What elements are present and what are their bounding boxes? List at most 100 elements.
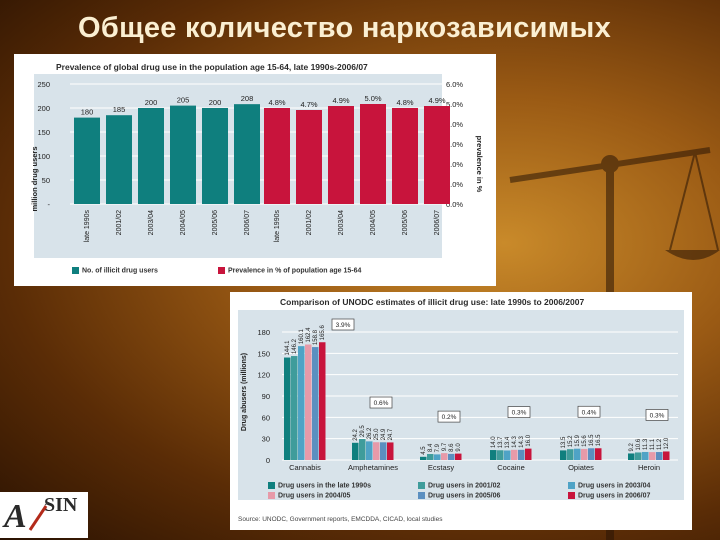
- y-tick-label-right: 6.0%: [446, 80, 463, 89]
- y-tick-label: 90: [262, 392, 270, 401]
- data-label-users: 200: [209, 98, 222, 107]
- syringe-icon: [28, 502, 50, 531]
- chart-title: Comparison of UNODC estimates of illicit…: [280, 297, 585, 307]
- legend-item: Drug users in 2001/02: [418, 482, 500, 489]
- data-label: 24.2: [353, 428, 359, 440]
- x-tick-label: 2003/04: [148, 210, 155, 235]
- data-label-users: 185: [113, 105, 126, 114]
- y-tick-label: 0: [266, 456, 270, 465]
- bar-cocaine: [497, 450, 504, 460]
- data-label: 16.5: [596, 434, 602, 446]
- data-label-users: 205: [177, 96, 190, 105]
- bar-amphetamines: [366, 441, 373, 460]
- data-label: 165.6: [320, 325, 326, 341]
- bar-cocaine: [525, 448, 532, 460]
- bar-heroin: [663, 451, 670, 460]
- logo-word: SIN: [44, 494, 78, 516]
- data-label: 11.2: [657, 438, 663, 450]
- y-tick-label-right: 1.0%: [446, 180, 463, 189]
- legend: Drug users in the late 1990s Drug users i…: [268, 482, 688, 512]
- data-label: 7.9: [435, 443, 441, 452]
- y-tick-label: 120: [257, 371, 270, 380]
- x-tick-label: 2001/02: [116, 210, 123, 235]
- data-label: 14.0: [491, 436, 497, 448]
- bar-heroin: [635, 452, 642, 460]
- slide-title: Общее количество наркозависимых: [78, 12, 611, 44]
- data-label-users: 180: [81, 108, 94, 117]
- y-axis-label-right: prevalence in %: [475, 136, 484, 193]
- y-axis-label: Drug abusers (millions): [241, 353, 248, 431]
- bar-chart-comparison: Drug abusers (millions) 180 150 120 90 60 30 0…: [241, 318, 678, 472]
- x-tick-label: late 1990s: [84, 210, 91, 243]
- legend-item-users: No. of illicit drug users: [72, 267, 158, 274]
- bar-users: [202, 108, 228, 204]
- bar-heroin: [628, 453, 635, 460]
- x-tick-label: 2003/04: [338, 210, 345, 235]
- data-label-prevalence: 4.9%: [332, 96, 349, 105]
- y-tick-label: 150: [257, 349, 270, 358]
- y-tick-label-right: 5.0%: [446, 100, 463, 109]
- bar-cocaine: [511, 449, 518, 460]
- data-label: 16.0: [526, 434, 532, 446]
- data-label: 24.7: [388, 428, 394, 440]
- data-label-users: 200: [145, 98, 158, 107]
- bar-users: [170, 105, 196, 204]
- bar-opiates: [560, 450, 567, 460]
- bar-ecstasy: [427, 454, 434, 460]
- legend-item-prevalence: Prevalence in % of population age 15-64: [218, 267, 361, 274]
- y-tick-label: 60: [262, 413, 270, 422]
- bar-heroin: [649, 452, 656, 460]
- data-label: 12.0: [664, 437, 670, 449]
- bar-opiates: [567, 449, 574, 460]
- note-box: [437, 410, 461, 423]
- note-value: 3.9%: [336, 322, 351, 329]
- legend-item: Drug users in the late 1990s: [268, 482, 371, 489]
- chart-panel-global-prevalence: Prevalence of global drug use in the pop…: [14, 54, 496, 286]
- x-tick-label: Ecstasy: [428, 463, 455, 472]
- data-label: 29.5: [360, 425, 366, 437]
- legend-item: Drug users in 2003/04: [568, 482, 650, 489]
- data-label-prevalence: 4.9%: [428, 96, 445, 105]
- note-value: 0.4%: [582, 409, 597, 416]
- data-label: 13.5: [561, 436, 567, 448]
- bar-cocaine: [518, 449, 525, 460]
- bar-chart-global: million drug users prevalence in % 250 20…: [30, 80, 484, 243]
- data-label: 4.5: [421, 446, 427, 455]
- x-tick-label: Amphetamines: [348, 463, 398, 472]
- bar-heroin: [656, 452, 663, 460]
- data-label: 144.1: [285, 340, 291, 356]
- data-label: 24.9: [381, 428, 387, 440]
- bar-opiates: [588, 448, 595, 460]
- data-label: 11.3: [643, 438, 649, 450]
- y-axis-label-left: million drug users: [30, 146, 39, 211]
- note-value: 0.3%: [512, 410, 527, 417]
- bar-prevalence: [392, 108, 418, 204]
- chart-title: Prevalence of global drug use in the pop…: [56, 62, 368, 72]
- data-label: 26.2: [367, 427, 373, 439]
- y-tick-label: 30: [262, 435, 270, 444]
- bar-amphetamines: [380, 442, 387, 460]
- bar-opiates: [595, 448, 602, 460]
- bar-users: [106, 115, 132, 204]
- bar-opiates: [574, 448, 581, 460]
- y-tick-label: 180: [257, 328, 270, 337]
- data-label: 9.2: [629, 442, 635, 451]
- note-box: [507, 406, 531, 418]
- data-label-prevalence: 4.7%: [300, 100, 317, 109]
- y-tick-label-left: 100: [37, 152, 50, 161]
- x-tick-label: Opiates: [568, 463, 594, 472]
- x-tick-label: late 1990s: [274, 210, 281, 243]
- bar-cannabis: [284, 357, 291, 460]
- bar-ecstasy: [455, 453, 462, 460]
- bar-cannabis: [298, 346, 305, 460]
- data-label: 14.3: [519, 435, 525, 447]
- logo: A SIN: [0, 492, 88, 538]
- data-label: 16.5: [589, 434, 595, 446]
- bar-prevalence: [424, 106, 450, 204]
- data-label-prevalence: 4.8%: [396, 98, 413, 107]
- data-label-prevalence: 5.0%: [364, 94, 381, 103]
- x-tick-label: 2005/06: [212, 210, 219, 235]
- data-label-users: 208: [241, 94, 254, 103]
- bar-ecstasy: [434, 454, 441, 460]
- bar-amphetamines: [352, 442, 359, 460]
